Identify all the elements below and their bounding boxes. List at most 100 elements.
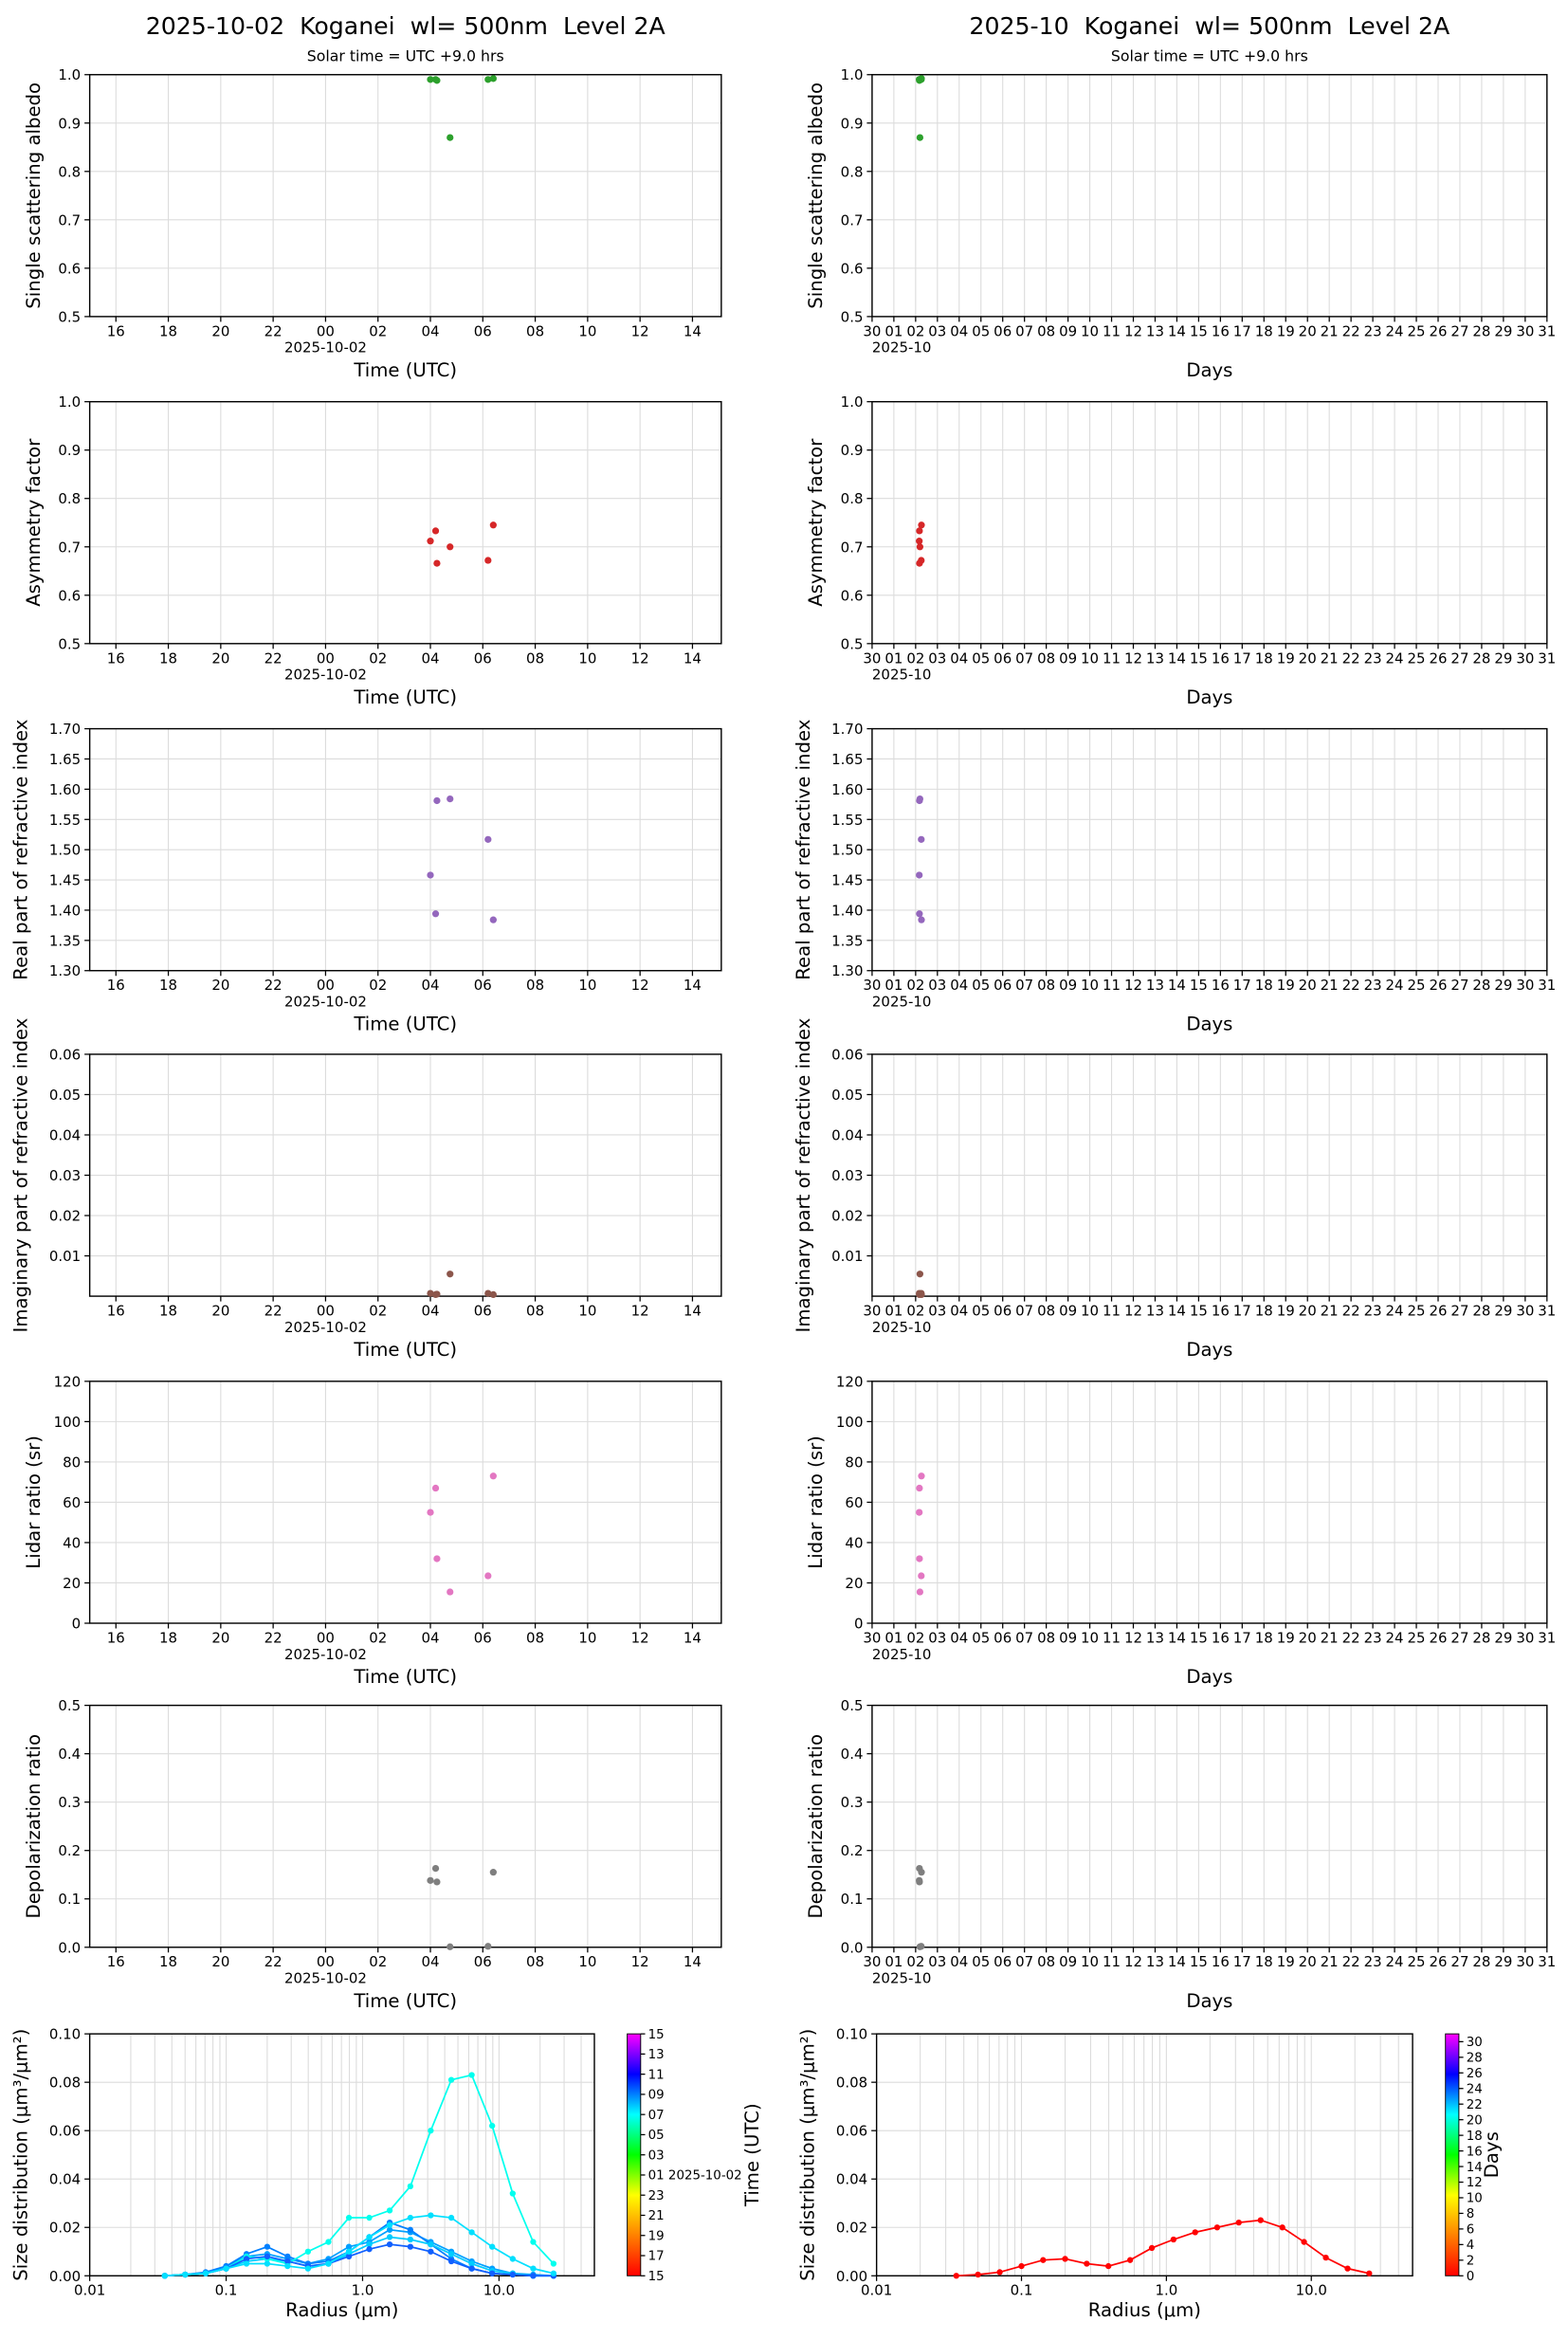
x-axis-label: Days bbox=[1186, 1339, 1232, 1361]
y-axis-label: Single scattering albedo bbox=[805, 82, 827, 309]
data-point bbox=[916, 1555, 923, 1563]
plot-frame bbox=[88, 1053, 722, 1297]
y-tick-label: 120 bbox=[836, 1373, 864, 1390]
x-tick-label: 24 bbox=[1386, 1303, 1404, 1320]
chart-panel: 16 18 20 22 00 02 04 06 08 10 12 14 0.5 0.6 0.7 0.8 0.9 1… bbox=[23, 393, 722, 708]
data-point bbox=[550, 2260, 557, 2267]
x-tick-label: 04 bbox=[421, 977, 439, 994]
x-tick-label: 17 bbox=[1233, 1629, 1251, 1646]
x-tick-label: 23 bbox=[1364, 1303, 1382, 1320]
data-point bbox=[304, 2248, 312, 2255]
x-tick-label: 31 bbox=[1538, 1629, 1556, 1646]
x-tick-label: 05 bbox=[972, 1303, 990, 1320]
colorbar-tick-label: 2 bbox=[1467, 2255, 1475, 2269]
x-axis-label: Time (UTC) bbox=[353, 1990, 457, 2012]
x-tick-label: 16 bbox=[107, 1629, 125, 1646]
x-tick-label: 24 bbox=[1386, 322, 1404, 339]
x-tick-label: 0.01 bbox=[74, 2282, 105, 2299]
x-tick-label: 16 bbox=[1212, 977, 1230, 994]
data-point bbox=[1301, 2239, 1307, 2245]
x-tick-label: 22 bbox=[1342, 322, 1360, 339]
data-point bbox=[1062, 2256, 1068, 2262]
data-point bbox=[366, 2246, 373, 2253]
y-tick-label: 60 bbox=[845, 1494, 863, 1511]
x-tick-label: 03 bbox=[928, 1953, 946, 1970]
x-tick-label: 22 bbox=[1342, 649, 1360, 667]
x-tick-label: 28 bbox=[1472, 1629, 1490, 1646]
x-tick-label: 02 bbox=[369, 1629, 387, 1646]
colorbar bbox=[627, 2033, 642, 2276]
x-tick-label: 01 bbox=[884, 649, 903, 667]
data-point bbox=[433, 1290, 441, 1298]
y-tick-label: 0.05 bbox=[831, 1087, 863, 1104]
x-axis-label: Days bbox=[1186, 686, 1232, 708]
data-point bbox=[447, 1271, 454, 1278]
x-tick-label: 31 bbox=[1538, 1303, 1556, 1320]
y-tick-label: 0.5 bbox=[841, 635, 864, 652]
y-tick-label: 0.02 bbox=[49, 2220, 81, 2237]
x-tick-label: 03 bbox=[928, 649, 946, 667]
y-tick-label: 1.40 bbox=[49, 902, 81, 919]
x-tick-label: 0.01 bbox=[861, 2282, 892, 2299]
data-point bbox=[916, 1588, 924, 1596]
chart-panel: 16 18 20 22 00 02 04 06 08 10 12 14 0 20 40 60 80 100 120 2… bbox=[23, 1373, 722, 1688]
x-tick-label: 19 bbox=[1277, 1629, 1295, 1646]
x-tick-label: 06 bbox=[994, 649, 1012, 667]
x-tick-label: 15 bbox=[1190, 977, 1208, 994]
x-tick-label: 02 bbox=[906, 1629, 924, 1646]
data-point bbox=[1235, 2219, 1242, 2226]
x-tick-label: 17 bbox=[1233, 1953, 1251, 1970]
x-axis-label: Days bbox=[1186, 1014, 1232, 1035]
x-tick-label: 15 bbox=[1190, 1303, 1208, 1320]
x-tick-label: 06 bbox=[994, 1303, 1012, 1320]
y-tick-label: 0.08 bbox=[49, 2075, 81, 2092]
x-tick-label: 14 bbox=[684, 1953, 702, 1970]
data-point bbox=[386, 2207, 393, 2214]
x-tick-label: 10.0 bbox=[1296, 2282, 1327, 2299]
x-tick-label: 22 bbox=[264, 977, 283, 994]
x-tick-label: 20 bbox=[1299, 977, 1317, 994]
data-point bbox=[916, 543, 924, 551]
y-tick-label: 60 bbox=[63, 1494, 81, 1511]
x-tick-label: 07 bbox=[1015, 322, 1033, 339]
x-tick-label: 30 bbox=[863, 1953, 881, 1970]
y-tick-label: 0.01 bbox=[49, 1248, 81, 1265]
x-tick-label: 23 bbox=[1364, 322, 1382, 339]
x-tick-label: 27 bbox=[1450, 322, 1468, 339]
data-point bbox=[489, 1290, 497, 1299]
chart-panel: 16 18 20 22 00 02 04 06 08 10 12 14 0.0 0.1 0.2 0.3 0.4 0… bbox=[23, 1697, 722, 2012]
x-tick-label: 04 bbox=[950, 322, 968, 339]
y-tick-label: 1.70 bbox=[49, 721, 81, 738]
y-tick-label: 0.5 bbox=[58, 1697, 81, 1714]
x-tick-label: 21 bbox=[1321, 1953, 1339, 1970]
data-point bbox=[386, 2234, 393, 2240]
data-point bbox=[916, 538, 923, 545]
y-tick-label: 0.7 bbox=[58, 539, 81, 556]
x-tick-label: 13 bbox=[1146, 649, 1164, 667]
colorbar-tick-label: 28 bbox=[1467, 2052, 1483, 2066]
data-point bbox=[243, 2260, 250, 2267]
x-tick-label: 00 bbox=[317, 649, 335, 667]
x-tick-label: 00 bbox=[317, 322, 335, 339]
data-point bbox=[1040, 2257, 1047, 2263]
x-tick-label: 10 bbox=[578, 1303, 596, 1320]
data-point bbox=[433, 77, 441, 84]
x-tick-label: 1.0 bbox=[1155, 2282, 1177, 2299]
x-tick-label: 29 bbox=[1494, 649, 1512, 667]
y-axis-label: Depolarization ratio bbox=[23, 1734, 45, 1919]
x-tick-label: 29 bbox=[1494, 977, 1512, 994]
data-point bbox=[489, 521, 497, 529]
x-tick-label: 18 bbox=[1255, 649, 1273, 667]
y-tick-label: 0.6 bbox=[58, 260, 81, 277]
data-point bbox=[447, 1588, 454, 1596]
x-tick-label: 08 bbox=[1037, 977, 1055, 994]
y-tick-label: 1.0 bbox=[841, 393, 864, 411]
x-tick-label: 00 bbox=[317, 1953, 335, 1970]
data-point bbox=[916, 1271, 924, 1278]
colorbar-tick-label: 16 bbox=[1467, 2145, 1483, 2159]
x-tick-label: 14 bbox=[684, 1629, 702, 1646]
data-point bbox=[447, 2258, 455, 2265]
data-point bbox=[916, 134, 924, 141]
y-tick-label: 40 bbox=[845, 1534, 863, 1551]
